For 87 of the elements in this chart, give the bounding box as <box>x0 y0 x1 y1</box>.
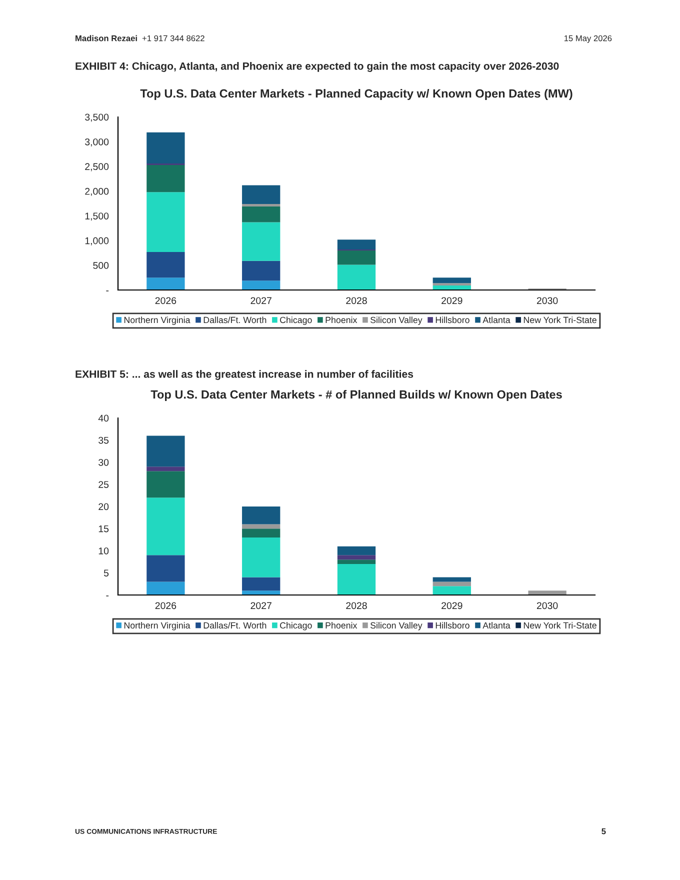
legend-label: New York Tri-State <box>524 316 596 324</box>
legend-label: Chicago <box>280 316 312 325</box>
bar <box>432 582 471 586</box>
bar <box>242 524 280 529</box>
bar <box>242 222 280 261</box>
bar <box>146 252 185 278</box>
legend-label: Hillsboro <box>436 622 470 629</box>
y-tick-label: 500 <box>93 262 109 269</box>
chart-title: Top U.S. Data Center Markets - Planned Capacity w/ Known Open Dates (MW) <box>140 89 572 100</box>
legend-label: Phoenix <box>326 622 358 629</box>
legend-label: Northern Virginia <box>124 622 190 630</box>
bar <box>242 537 280 578</box>
bar <box>337 555 376 560</box>
y-tick-label: 40 <box>98 414 109 422</box>
y-tick-label: 30 <box>98 458 109 466</box>
x-tick-label: 2027 <box>250 297 272 304</box>
legend-label: Silicon Valley <box>370 622 422 630</box>
legend-label: Phoenix <box>326 316 358 324</box>
legend-label: Chicago <box>280 622 312 630</box>
y-tick-label: 2,000 <box>85 188 109 196</box>
bar <box>337 240 376 250</box>
x-tick-label: 2029 <box>442 602 462 610</box>
bar <box>242 206 280 222</box>
x-tick-label: 2027 <box>250 602 272 610</box>
x-tick-label: 2030 <box>536 602 558 610</box>
text: +1 917 344 8622 <box>142 35 204 42</box>
legend-label: Hillsboro <box>436 316 470 324</box>
bar <box>432 577 471 582</box>
bar <box>242 204 280 206</box>
bar <box>242 260 280 281</box>
text: 5 <box>602 828 606 834</box>
text: EXHIBIT 4: Chicago, Atlanta, and Phoenix are expected to gain the most capacity over 2026-2030 <box>76 62 559 72</box>
y-tick-label: 10 <box>98 547 109 554</box>
legend-label: Atlanta <box>482 622 510 629</box>
bar <box>146 132 185 164</box>
bar <box>337 564 376 595</box>
x-tick-label: 2030 <box>536 297 558 304</box>
bar <box>337 264 376 290</box>
y-tick-label: 25 <box>98 481 109 488</box>
y-tick-label: 15 <box>98 525 109 532</box>
x-tick-label: 2028 <box>346 297 367 304</box>
text: EXHIBIT 5: ... as well as the greatest increase in number of facilities <box>76 370 414 380</box>
bar <box>432 586 471 595</box>
bar <box>146 582 185 595</box>
x-tick-label: 2029 <box>442 297 462 304</box>
text: 15 May 2026 <box>564 35 612 43</box>
bar <box>146 466 185 472</box>
bar <box>242 280 280 290</box>
bar <box>337 250 376 265</box>
bar <box>146 555 185 582</box>
bar <box>146 278 185 290</box>
bar <box>146 164 185 192</box>
bar <box>242 185 280 204</box>
bar <box>432 286 471 290</box>
y-tick-label: 1,000 <box>85 237 109 246</box>
y-tick-label: 3,500 <box>85 114 109 122</box>
bar <box>146 436 185 467</box>
y-tick-label: 5 <box>104 570 109 576</box>
bar <box>432 278 471 284</box>
bar <box>337 546 376 556</box>
y-tick-label: - <box>106 290 109 292</box>
x-tick-label: 2026 <box>155 602 176 610</box>
bar <box>146 192 185 252</box>
y-tick-label: 3,000 <box>85 138 109 146</box>
x-tick-label: 2026 <box>155 297 176 304</box>
text: Madison Rezaei <box>76 35 137 42</box>
bar <box>337 560 376 564</box>
bar <box>528 590 566 595</box>
y-tick-label: 35 <box>98 436 109 444</box>
legend-label: Northern Virginia <box>124 316 190 325</box>
legend-label: Dallas/Ft. Worth <box>204 316 266 324</box>
legend-label: Silicon Valley <box>370 316 422 325</box>
legend-label: Dallas/Ft. Worth <box>204 622 266 629</box>
bar <box>242 528 280 538</box>
bar <box>432 283 471 286</box>
bar <box>242 577 280 591</box>
legend-label: New York Tri-State <box>524 622 596 629</box>
y-tick-label: 2,500 <box>85 163 109 172</box>
bar <box>242 506 280 524</box>
bar <box>146 471 185 498</box>
chart-title: Top U.S. Data Center Markets - # of Planned Builds w/ Known Open Dates <box>150 390 562 402</box>
legend-label: Atlanta <box>482 316 510 324</box>
x-tick-label: 2028 <box>346 602 367 610</box>
y-tick-label: 20 <box>98 503 109 510</box>
y-tick-label: 1,500 <box>85 212 109 221</box>
bar <box>242 590 280 595</box>
bar <box>146 498 185 556</box>
